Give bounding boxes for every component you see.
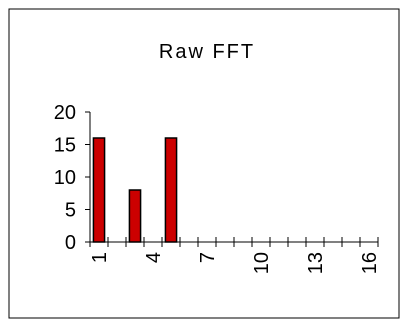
chart-frame xyxy=(8,8,400,319)
x-tick-label: 1 xyxy=(89,252,111,263)
plot-area: 0 5 10 15 20 1 4 7 10 13 16 xyxy=(54,102,381,274)
y-tick-label: 0 xyxy=(65,232,76,254)
y-tick-label: 10 xyxy=(54,167,76,189)
y-tick-label: 20 xyxy=(54,102,76,124)
x-tick-label: 7 xyxy=(197,252,219,263)
bar xyxy=(128,189,142,243)
bar xyxy=(164,137,178,243)
y-tick-label: 15 xyxy=(54,135,76,157)
chart-title: Raw FFT xyxy=(159,41,255,63)
bar xyxy=(92,137,106,243)
x-tick-label: 13 xyxy=(305,252,327,274)
x-tick-label: 10 xyxy=(251,252,273,274)
x-tick-label: 16 xyxy=(359,252,381,274)
y-tick-label: 5 xyxy=(65,200,76,222)
x-tick-label: 4 xyxy=(143,252,165,263)
